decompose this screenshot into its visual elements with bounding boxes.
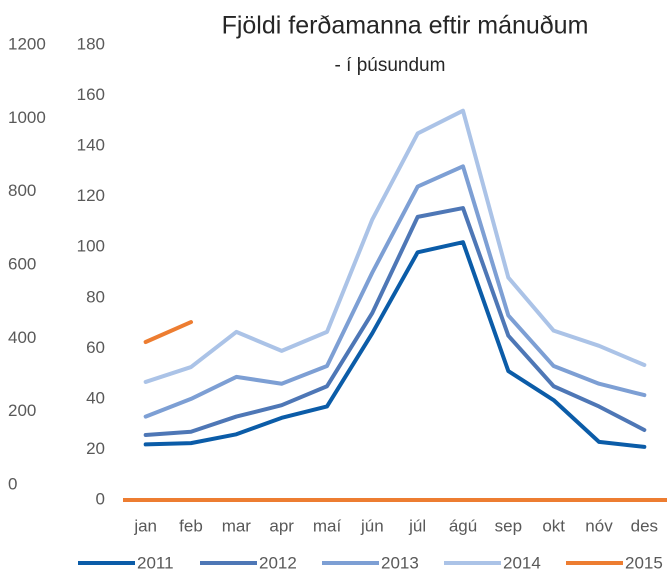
legend-label: 2014 (503, 553, 541, 572)
chart-subtitle: - í þúsundum (335, 55, 446, 76)
y-tick-label: 180 (77, 34, 105, 53)
x-tick-label: jan (133, 516, 157, 535)
x-tick-label: feb (179, 516, 203, 535)
x-tick-label: maí (313, 516, 342, 535)
series-line (143, 108, 647, 384)
y-tick-label: 80 (86, 287, 105, 306)
y2-tick-label: 800 (8, 181, 36, 200)
chart-title: Fjöldi ferðamanna eftir mánuðum (222, 12, 589, 40)
y-tick-label: 140 (77, 136, 105, 155)
x-tick-label: mar (222, 516, 252, 535)
x-tick-label: jún (360, 516, 384, 535)
y2-tick-label: 1000 (8, 108, 46, 127)
series-line (143, 240, 647, 449)
y-tick-label: 160 (77, 85, 105, 104)
y2-tick-label: 0 (8, 474, 17, 493)
y-tick-label: 120 (77, 186, 105, 205)
x-tick-label: apr (269, 516, 294, 535)
series-line (143, 320, 193, 345)
x-tick-label: okt (542, 516, 565, 535)
y2-tick-label: 400 (8, 328, 36, 347)
y2-tick-label: 200 (8, 401, 36, 420)
y-tick-label: 0 (96, 489, 105, 508)
y2-tick-label: 600 (8, 254, 36, 273)
x-tick-label: sep (495, 516, 522, 535)
y-tick-label: 60 (86, 338, 105, 357)
x-tick-label: des (631, 516, 658, 535)
series-line (143, 206, 647, 438)
legend-label: 2015 (625, 553, 663, 572)
x-tick-label: ágú (449, 516, 477, 535)
y-tick-label: 20 (86, 439, 105, 458)
y-tick-label: 40 (86, 388, 105, 407)
series-line (143, 164, 647, 419)
legend-label: 2012 (259, 553, 297, 572)
x-tick-label: júl (408, 516, 426, 535)
x-tick-label: nóv (585, 516, 613, 535)
legend-label: 2013 (381, 553, 419, 572)
y2-tick-label: 1200 (8, 34, 46, 53)
y-tick-label: 100 (77, 237, 105, 256)
legend-label: 2011 (137, 553, 174, 572)
